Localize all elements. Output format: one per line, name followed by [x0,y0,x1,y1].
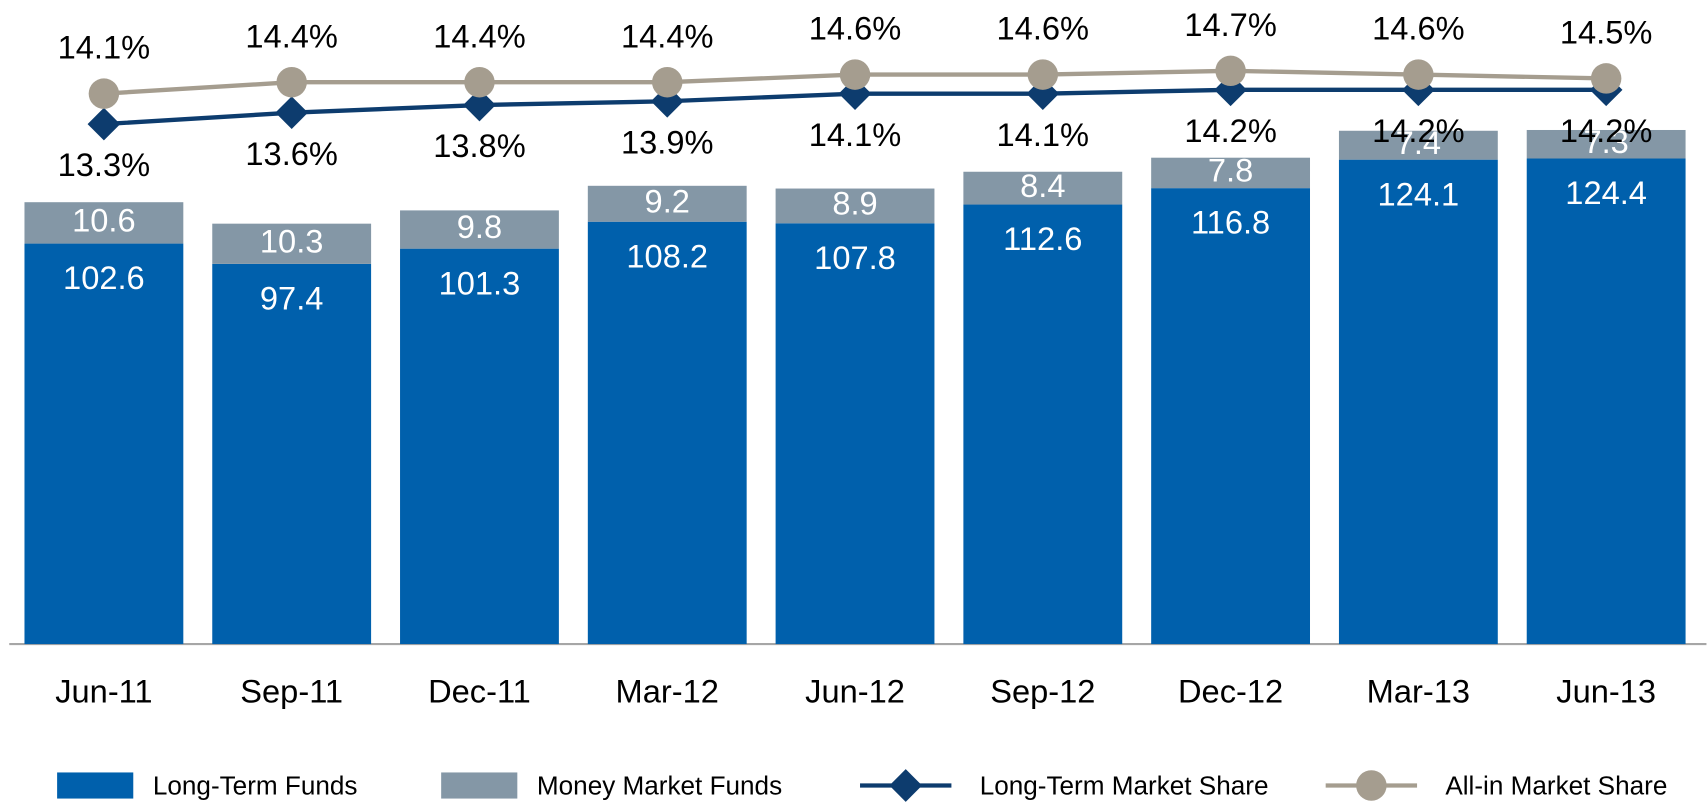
marker [87,107,121,141]
data-label: 10.6 [72,202,136,239]
legend-label: All-in Market Share [1445,771,1667,801]
x-tick-label: Jun-11 [55,673,152,710]
data-label: 7.8 [1208,152,1253,189]
bar-segment [775,188,935,224]
data-label: 14.4% [433,17,526,54]
marker [88,78,120,109]
data-label: 8.9 [832,185,877,222]
bar-segment [775,223,935,645]
data-label: 7.3 [1583,123,1628,160]
legend-label: Money Market Funds [537,771,782,801]
data-label: 14.6% [997,10,1090,47]
x-tick-label: Sep-12 [990,673,1095,710]
marker [275,96,308,129]
data-label: 14.2% [1184,112,1277,149]
data-label: 14.5% [1560,14,1653,51]
data-label: 13.6% [245,135,338,172]
marker [276,66,307,98]
marker [1027,59,1059,90]
data-label: 116.8 [1191,204,1270,241]
bar-segment [400,210,559,249]
x-tick-label: Mar-12 [616,673,719,710]
marker [463,88,496,122]
x-tick-label: Jun-12 [805,673,905,710]
data-label: 14.1% [997,116,1090,153]
bar-segment [1338,130,1498,160]
data-label: 9.2 [645,182,690,219]
data-label: 7.4 [1396,124,1441,161]
data-label: 101.3 [439,264,521,301]
bar-segment [1526,129,1686,159]
x-tick-label: Jun-13 [1556,673,1656,710]
x-tick-label: Mar-13 [1367,673,1470,710]
data-label: 124.4 [1565,174,1647,211]
bar-segment [963,204,1123,645]
data-label: 13.8% [433,127,526,164]
data-label: 10.3 [260,222,324,259]
bar-segment [1338,159,1498,645]
data-label: 8.4 [1020,167,1065,204]
data-label: 108.2 [626,237,708,274]
x-tick-label: Dec-12 [1178,673,1283,710]
legend-label: Long-Term Funds [153,771,358,801]
data-label: 124.1 [1378,175,1460,212]
bar-segment [963,171,1123,205]
marker [652,66,683,98]
data-label: 14.4% [621,17,714,54]
marker [1215,55,1246,87]
data-label: 14.1% [58,29,151,66]
bar-segment [1151,188,1311,645]
legend-label: Long-Term Market Share [980,771,1269,801]
data-label: 107.8 [814,239,896,276]
legend-marker [889,769,923,802]
bar-segment [24,243,184,645]
marker [1403,59,1434,90]
data-label: 102.6 [63,259,145,296]
data-label: 97.4 [260,279,324,316]
bar-segment [1526,158,1686,645]
bar-segment [212,263,372,645]
data-label: 14.6% [1372,10,1465,47]
data-label: 14.1% [809,116,902,153]
data-label: 112.6 [1003,220,1082,257]
bar-segment [1151,157,1311,189]
legend-swatch [441,772,518,799]
data-label: 9.8 [457,208,502,245]
bar-segment [587,185,747,222]
marker [464,66,495,98]
bar-segment [400,248,559,645]
data-label: 14.2% [1560,112,1653,149]
legend-marker [1356,770,1387,801]
data-label: 14.6% [809,10,902,47]
data-label: 14.4% [245,17,338,54]
data-label: 13.9% [621,123,714,160]
x-tick-label: Sep-11 [240,673,343,710]
bar-segment [212,223,372,264]
marker [839,59,871,90]
data-label: 14.7% [1184,6,1277,43]
bar-segment [24,202,184,244]
legend-swatch [57,772,134,799]
data-label: 14.2% [1372,112,1465,149]
bar-segment [587,221,747,645]
x-tick-label: Dec-11 [428,673,531,710]
data-label: 13.3% [58,146,151,183]
marker [1590,63,1622,94]
